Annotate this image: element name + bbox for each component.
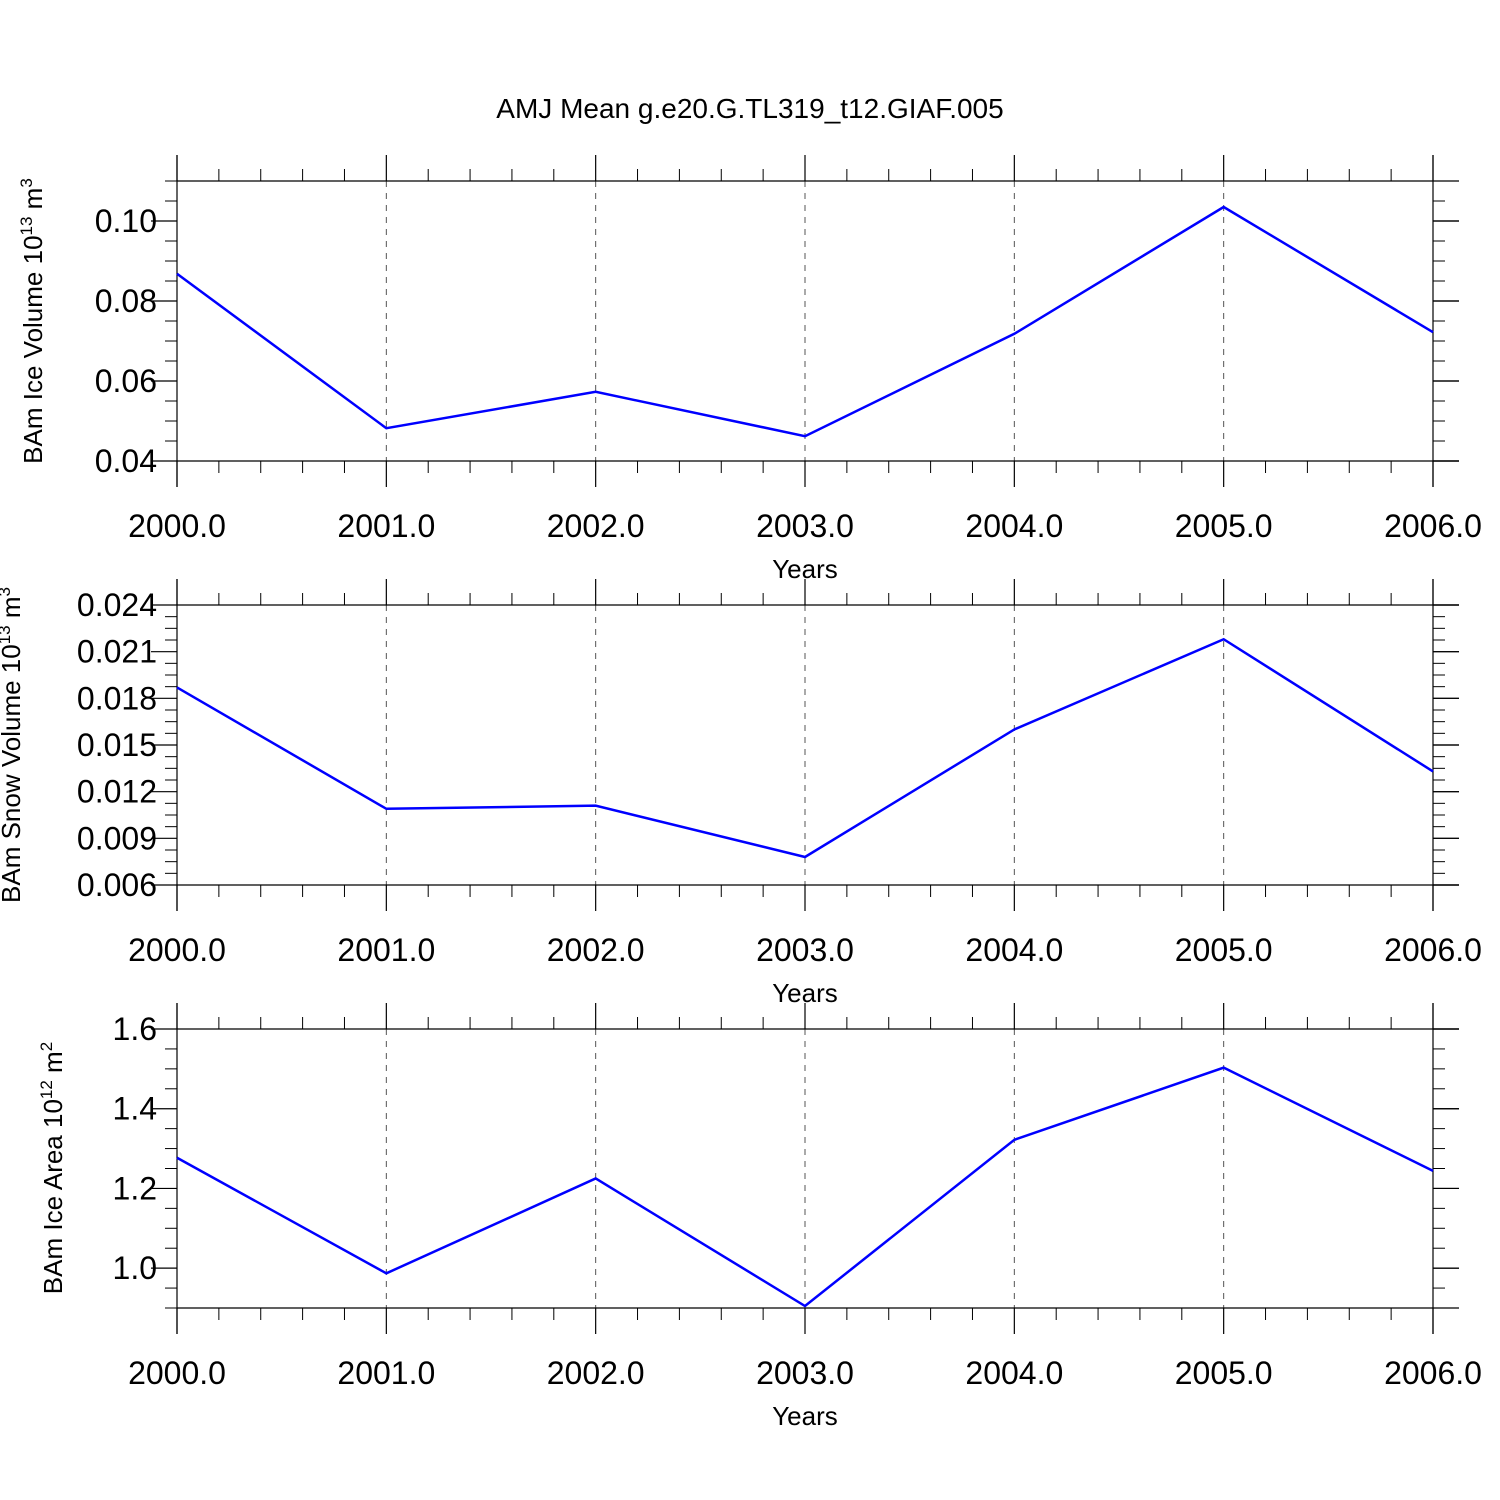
x-tick-label: 2006.0 [1384,508,1482,544]
y-axis-label-exponent: 13 [17,217,36,236]
x-tick-label: 2000.0 [128,932,226,968]
x-tick-label: 2001.0 [337,932,435,968]
y-axis-label-unit: m [0,596,26,625]
x-tick-label: 2002.0 [547,1355,645,1391]
chart-title: AMJ Mean g.e20.G.TL319_t12.GIAF.005 [496,93,1003,124]
y-axis-label-text: BAm Snow Volume 10 [0,644,26,903]
y-axis-label-unit: m [38,1051,68,1080]
y-axis-label: BAm Ice Area 1012 m2 [37,1042,68,1294]
x-tick-label: 2001.0 [337,1355,435,1391]
y-tick-label: 1.0 [113,1250,157,1286]
y-tick-label: 0.018 [77,680,157,716]
y-tick-label: 0.024 [77,587,157,623]
panels: 2000.0 2001.0 2002.0 2003.0 2004.0 2005.0 2006… [0,155,1482,1431]
y-axis-label-unit: m [18,188,48,217]
y-axis-label: BAm Snow Volume 1013 m3 [0,587,26,903]
panel-1: 2000.0 2001.0 2002.0 2003.0 2004.0 2005.0 2006… [17,155,1482,584]
x-tick-label: 2003.0 [756,1355,854,1391]
y-axis-label: BAm Ice Volume 1013 m3 [17,178,48,464]
y-tick-label: 0.10 [95,203,157,239]
x-tick-label: 2005.0 [1175,1355,1273,1391]
panel-3: 2000.0 2001.0 2002.0 2003.0 2004.0 2005.0 2006… [37,1003,1482,1431]
x-tick-label: 2003.0 [756,508,854,544]
y-tick-label: 0.06 [95,363,157,399]
y-tick-label: 0.04 [95,443,157,479]
y-tick-label: 0.015 [77,727,157,763]
y-tick-label: 1.6 [113,1011,157,1047]
x-tick-label: 2004.0 [965,508,1063,544]
x-tick-label: 2005.0 [1175,932,1273,968]
x-tick-label: 2006.0 [1384,932,1482,968]
y-tick-label: 0.08 [95,283,157,319]
y-tick-label: 0.006 [77,867,157,903]
x-tick-label: 2001.0 [337,508,435,544]
x-tick-label: 2003.0 [756,932,854,968]
x-tick-label: 2004.0 [965,932,1063,968]
panel-2: 2000.0 2001.0 2002.0 2003.0 2004.0 2005.0 2006… [0,579,1482,1008]
y-tick-label: 1.2 [113,1170,157,1206]
x-tick-label: 2006.0 [1384,1355,1482,1391]
x-tick-label: 2004.0 [965,1355,1063,1391]
y-axis-label-unit-exponent: 2 [37,1042,56,1051]
y-axis-label-exponent: 13 [0,625,14,644]
y-axis-label-text: BAm Ice Area 10 [38,1099,68,1294]
y-tick-label: 0.009 [77,820,157,856]
y-tick-label: 0.021 [77,634,157,670]
y-tick-label: 1.4 [113,1091,157,1127]
x-tick-label: 2002.0 [547,508,645,544]
y-axis-label-unit-exponent: 3 [0,587,14,596]
x-tick-label: 2002.0 [547,932,645,968]
x-axis-label: Years [772,1401,838,1431]
x-tick-label: 2000.0 [128,1355,226,1391]
y-tick-label: 0.012 [77,774,157,810]
x-tick-label: 2000.0 [128,508,226,544]
y-axis-label-text: BAm Ice Volume 10 [18,235,48,463]
x-tick-label: 2005.0 [1175,508,1273,544]
y-axis-label-unit-exponent: 3 [17,178,36,187]
y-axis-label-exponent: 12 [37,1080,56,1099]
